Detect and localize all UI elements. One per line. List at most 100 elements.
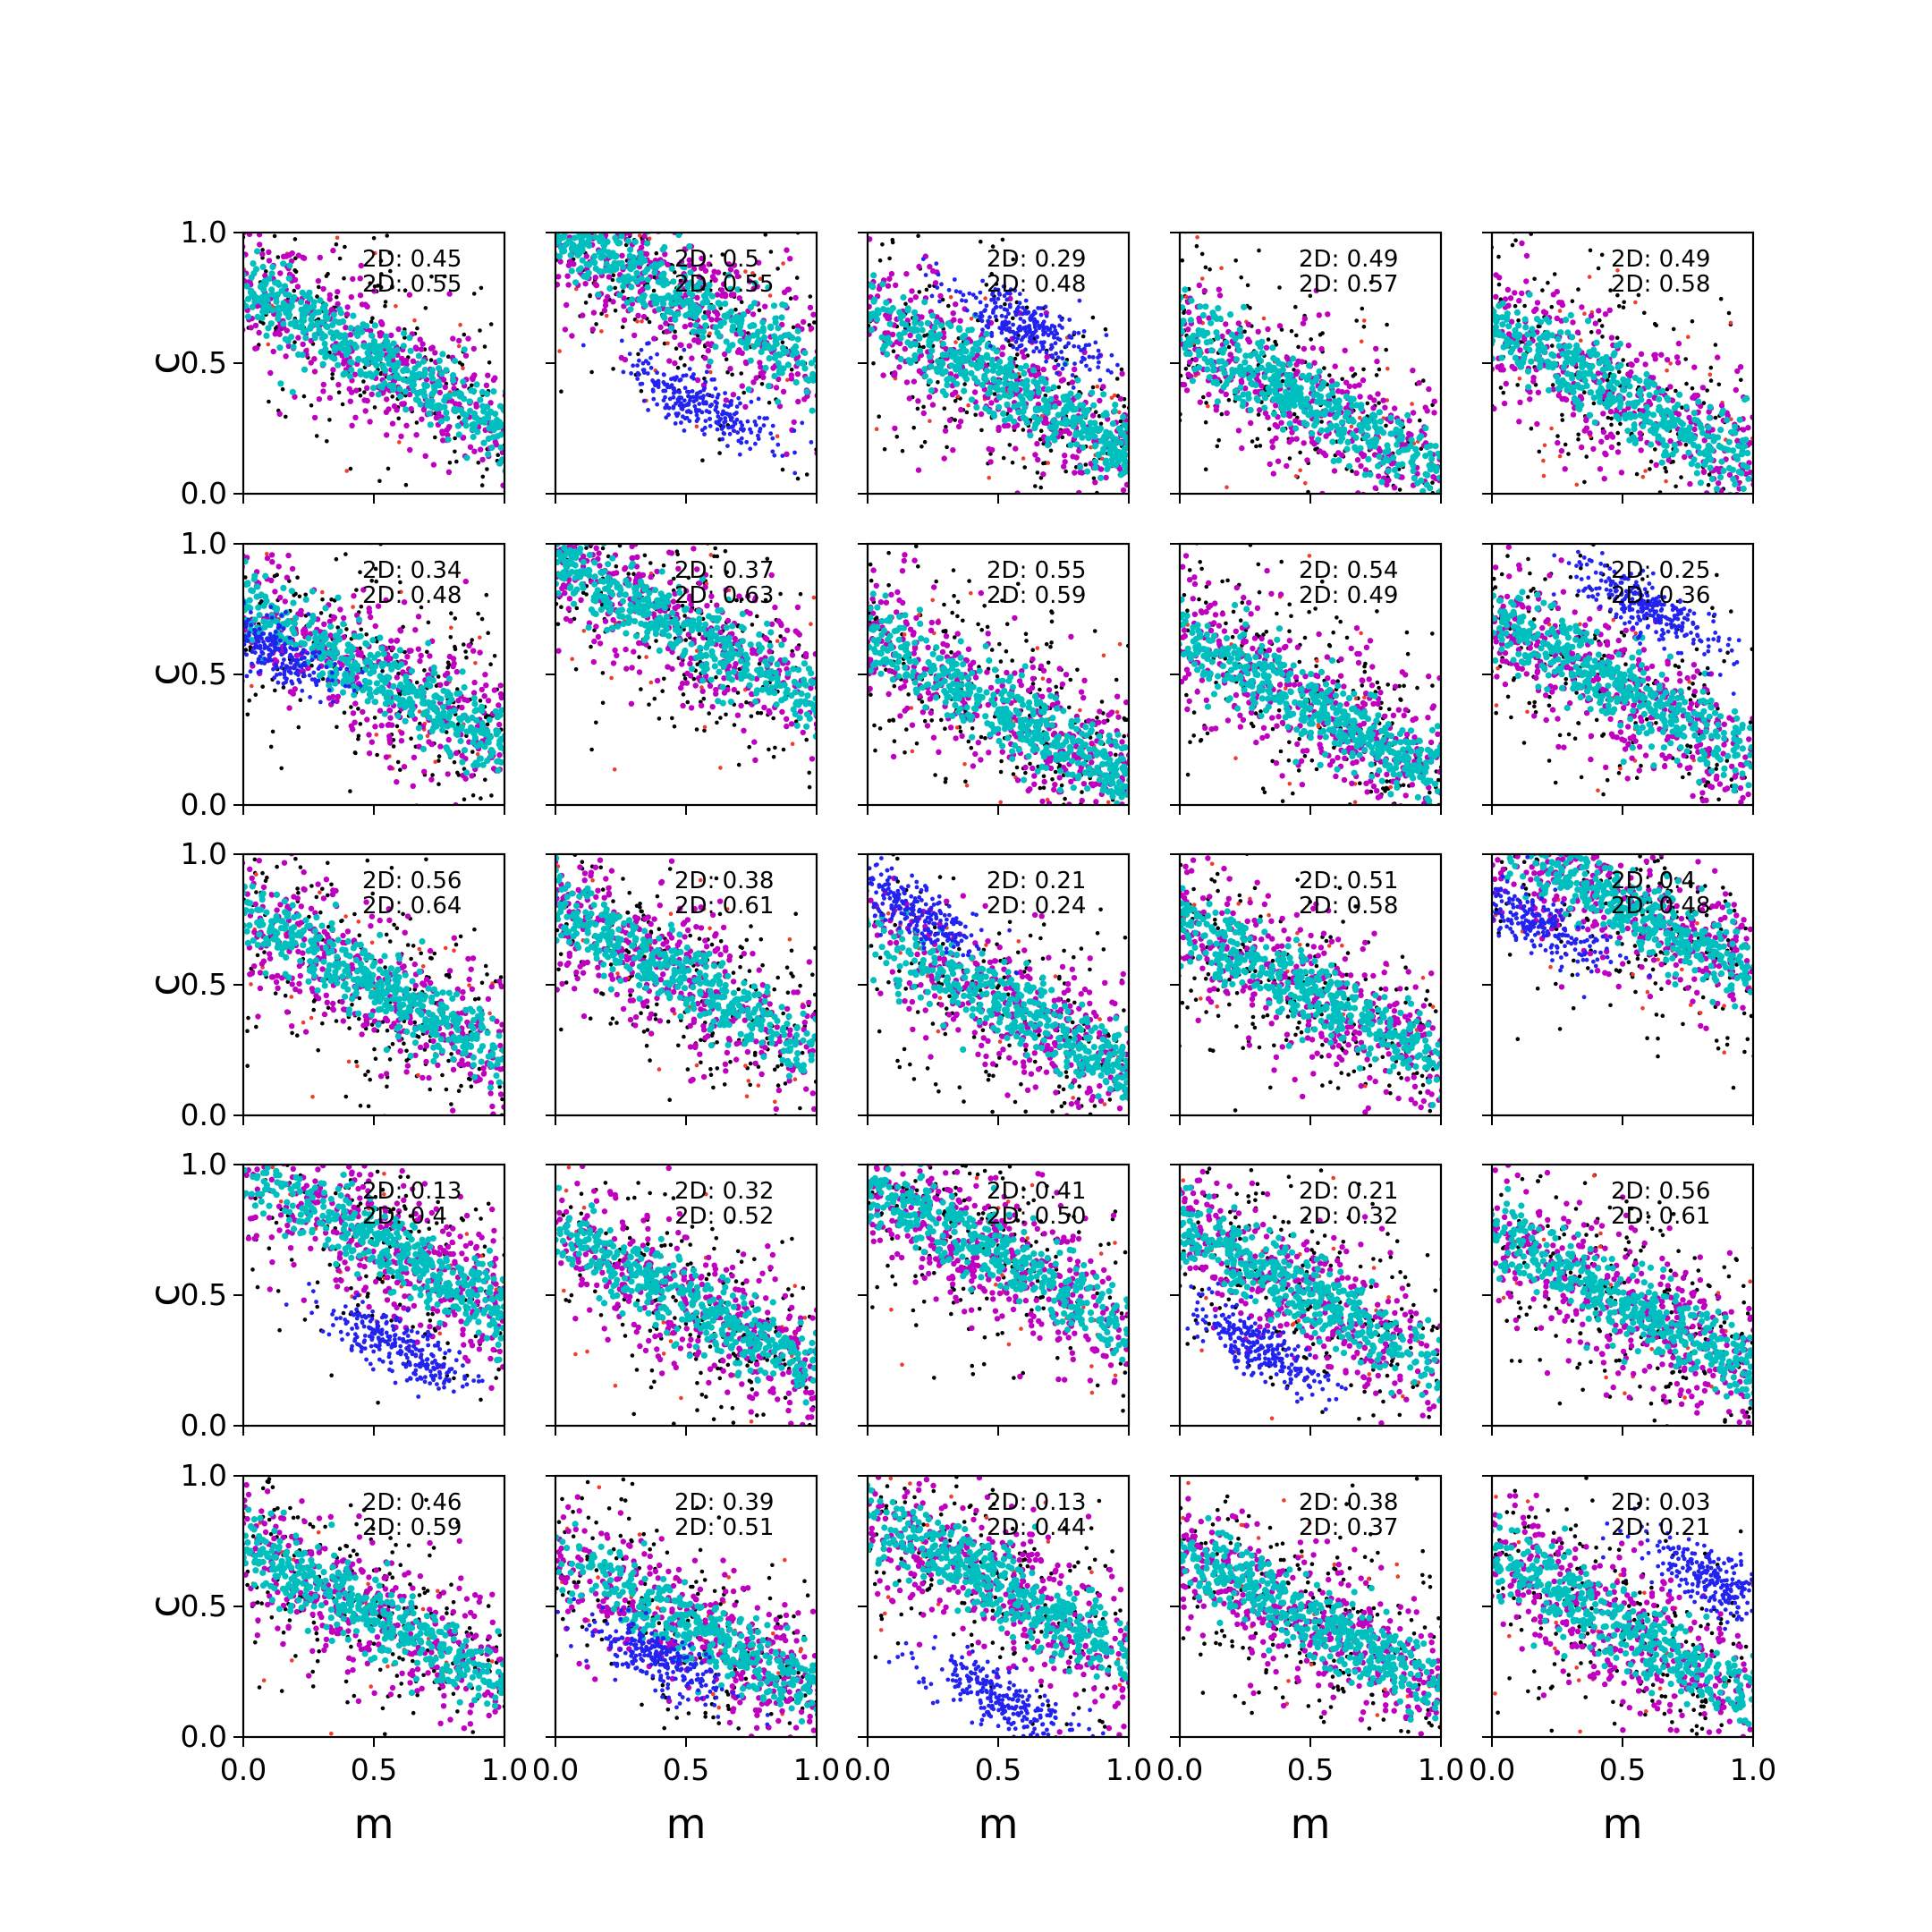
data-point [478, 446, 484, 453]
data-point [1023, 377, 1030, 385]
data-point [445, 436, 452, 443]
data-point [463, 454, 470, 462]
data-point [664, 415, 669, 420]
data-point [1414, 479, 1421, 487]
data-point [1104, 333, 1109, 338]
data-point [1084, 468, 1091, 475]
data-point [649, 293, 657, 301]
data-point [1069, 335, 1074, 340]
data-point [691, 376, 696, 381]
data-point [778, 314, 785, 321]
data-point [260, 301, 267, 308]
data-point [1279, 327, 1284, 332]
data-point [1111, 408, 1118, 415]
data-point [1070, 414, 1077, 421]
data-point [929, 402, 936, 408]
data-point [1235, 347, 1242, 354]
data-point [354, 332, 361, 339]
data-point [791, 325, 796, 330]
data-point [794, 327, 801, 335]
data-point [706, 287, 713, 294]
data-point [627, 266, 635, 273]
data-point [269, 263, 276, 271]
data-point [1621, 305, 1626, 310]
data-point [1035, 335, 1039, 339]
data-point [1555, 434, 1560, 438]
data-point [1031, 330, 1037, 335]
data-point [1416, 379, 1422, 386]
data-point [1633, 300, 1638, 305]
data-point [705, 347, 711, 354]
data-point [555, 238, 562, 245]
data-point [760, 374, 767, 380]
data-point [733, 307, 738, 312]
data-point [1091, 464, 1099, 471]
data-point [1399, 461, 1406, 468]
data-point [1199, 251, 1205, 257]
data-point [980, 327, 985, 333]
data-point [1216, 286, 1223, 292]
data-point [1021, 319, 1027, 325]
data-point [1224, 410, 1230, 416]
data-point [750, 379, 757, 386]
data-point [419, 416, 425, 422]
data-point [656, 382, 661, 387]
data-point [383, 409, 390, 415]
data-point [1239, 275, 1243, 280]
data-point [1296, 344, 1301, 350]
data-point [674, 375, 679, 380]
data-point [1091, 443, 1098, 450]
data-point [574, 286, 579, 292]
data-point [265, 325, 272, 332]
data-point [1267, 461, 1273, 468]
data-point [1023, 347, 1028, 352]
data-point [928, 419, 932, 424]
data-point [967, 291, 972, 296]
data-point [1398, 420, 1405, 428]
data-point [687, 322, 694, 328]
data-point [960, 354, 967, 361]
data-point [1006, 311, 1011, 317]
data-point [320, 388, 326, 394]
data-point [640, 292, 648, 299]
data-point [322, 353, 329, 360]
data-point [709, 274, 716, 280]
data-point [341, 360, 347, 367]
data-point [1265, 385, 1272, 392]
data-point [794, 371, 801, 377]
data-point [1328, 377, 1335, 385]
data-point [1201, 394, 1206, 400]
data-point [1001, 455, 1006, 461]
data-point [482, 344, 487, 349]
data-point [882, 446, 887, 452]
data-point [700, 458, 705, 462]
data-point [1013, 288, 1018, 293]
data-point [1345, 417, 1352, 425]
data-point [915, 398, 921, 404]
data-point [402, 406, 410, 413]
data-point [611, 273, 616, 278]
data-point [1000, 322, 1004, 326]
data-point [771, 372, 778, 380]
data-point [414, 420, 419, 425]
data-point [694, 286, 701, 293]
data-point [713, 386, 718, 391]
data-point [636, 296, 643, 303]
data-point [446, 354, 451, 360]
data-point [1195, 326, 1202, 334]
data-point [496, 460, 504, 467]
data-point [635, 363, 640, 368]
data-point [377, 479, 382, 484]
data-point [462, 417, 469, 424]
data-point [1063, 394, 1071, 401]
data-point [266, 342, 271, 347]
data-point [1011, 418, 1018, 425]
data-point [1362, 467, 1369, 473]
data-point [682, 312, 690, 319]
data-point [399, 355, 405, 362]
data-point [1242, 386, 1249, 392]
data-point [751, 280, 758, 287]
data-point [978, 411, 985, 418]
data-point [454, 459, 459, 464]
data-point [641, 268, 648, 275]
